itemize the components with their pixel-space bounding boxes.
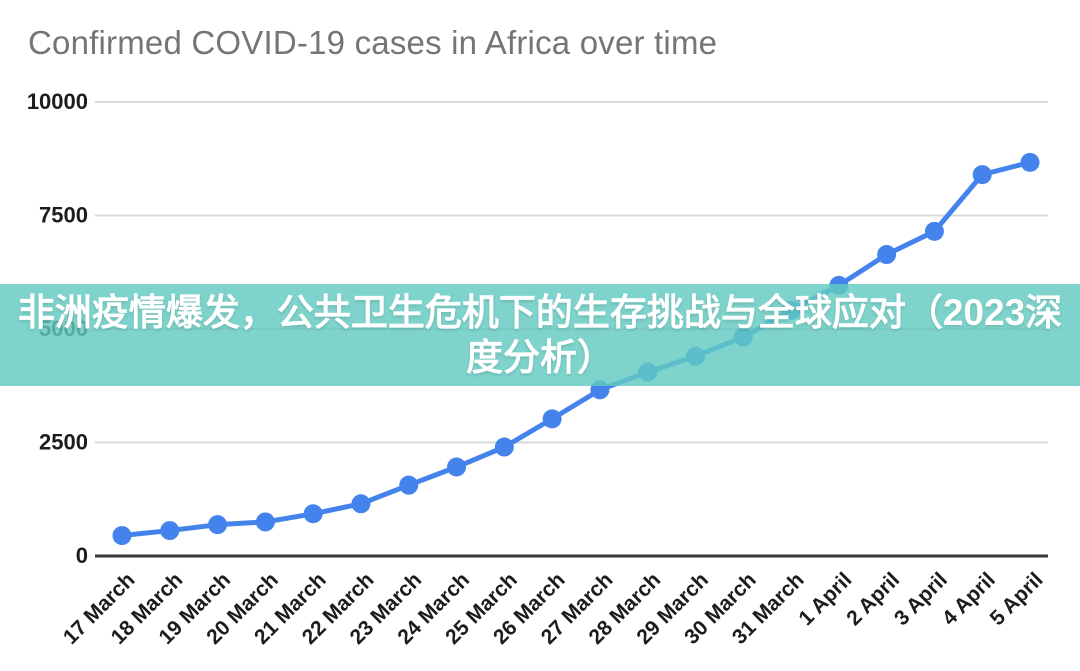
y-tick-label: 2500 bbox=[39, 430, 88, 455]
y-tick-label: 7500 bbox=[39, 203, 88, 228]
x-tick-label: 2 April bbox=[842, 568, 904, 630]
data-point bbox=[399, 475, 419, 495]
data-point bbox=[351, 494, 371, 514]
y-tick-label: 0 bbox=[76, 543, 88, 568]
data-point bbox=[112, 526, 132, 546]
data-point bbox=[494, 437, 514, 457]
data-point bbox=[877, 245, 897, 265]
data-point bbox=[972, 165, 992, 185]
data-point bbox=[924, 221, 944, 241]
data-point bbox=[303, 504, 323, 524]
data-point bbox=[208, 515, 228, 535]
x-tick-label: 1 April bbox=[794, 568, 856, 630]
x-tick-label: 3 April bbox=[890, 568, 952, 630]
headline-banner: 非洲疫情爆发，公共卫生危机下的生存挑战与全球应对（2023深 度分析） bbox=[0, 284, 1080, 386]
y-tick-label: 10000 bbox=[27, 89, 88, 114]
data-point bbox=[255, 512, 275, 532]
chart-title: Confirmed COVID-19 cases in Africa over … bbox=[28, 24, 718, 61]
headline-line-2: 度分析） bbox=[466, 337, 614, 378]
data-point bbox=[1020, 152, 1040, 172]
x-tick-label: 4 April bbox=[938, 568, 1000, 630]
data-point bbox=[447, 457, 467, 477]
x-tick-label: 5 April bbox=[986, 568, 1048, 630]
data-point bbox=[542, 409, 562, 429]
data-point bbox=[160, 521, 180, 541]
headline-line-1: 非洲疫情爆发，公共卫生危机下的生存挑战与全球应对（2023深 bbox=[17, 292, 1063, 333]
